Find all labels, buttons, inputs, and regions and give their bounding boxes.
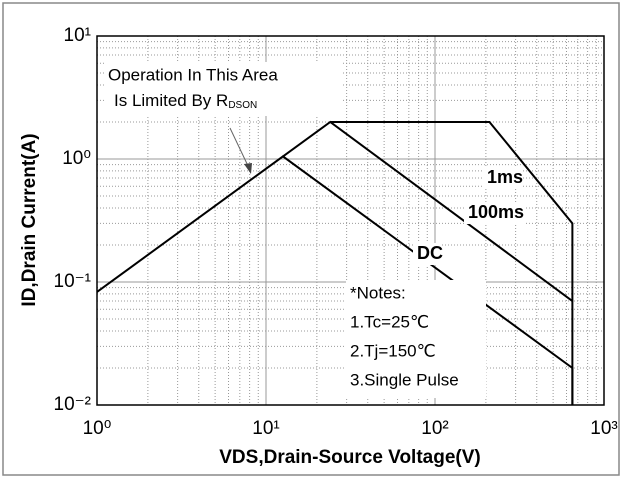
series-label: 100ms: [468, 202, 524, 222]
note-line: 1.Tc=25℃: [350, 312, 429, 331]
y-tick-label: 10⁻²: [54, 394, 92, 415]
y-axis-title: ID,Drain Current(A): [19, 133, 40, 306]
series-label: DC: [417, 243, 443, 263]
annotation-subscript: DSON: [228, 100, 257, 111]
series-label: 1ms: [487, 167, 523, 187]
series-line: [330, 120, 574, 405]
series-label-bg: [464, 202, 525, 224]
annotation-bg: [104, 62, 342, 116]
annotation-text: Operation In This Area: [108, 65, 278, 84]
annotation-text: Is Limited By RDSON: [114, 91, 257, 110]
note-line: 3.Single Pulse: [350, 370, 459, 389]
x-tick-label: 10³: [590, 418, 617, 439]
series-label-bg: [483, 167, 522, 189]
series-label-bg: [413, 243, 441, 265]
plot-border: [96, 35, 605, 406]
x-tick-label: 10¹: [252, 418, 279, 439]
x-axis-title: VDS,Drain-Source Voltage(V): [219, 447, 480, 468]
notes: *Notes: 1.Tc=25℃ 2.Tj=150℃ 3.Single Pulse: [346, 280, 486, 398]
note-line: 2.Tj=150℃: [350, 341, 436, 360]
arrow-head: [244, 163, 252, 174]
notes-bg: [346, 280, 486, 398]
y-tick-label: 10¹: [64, 25, 91, 46]
x-tick-label: 10⁰: [83, 418, 112, 439]
y-tick-label: 10⁰: [62, 148, 91, 169]
note-line: *Notes:: [350, 283, 406, 302]
annotation-arrow: [229, 127, 250, 169]
x-tick-label: 10²: [421, 418, 448, 439]
y-tick-label: 10⁻¹: [54, 271, 92, 292]
annotation-text: Is Limited By R: [114, 91, 228, 110]
